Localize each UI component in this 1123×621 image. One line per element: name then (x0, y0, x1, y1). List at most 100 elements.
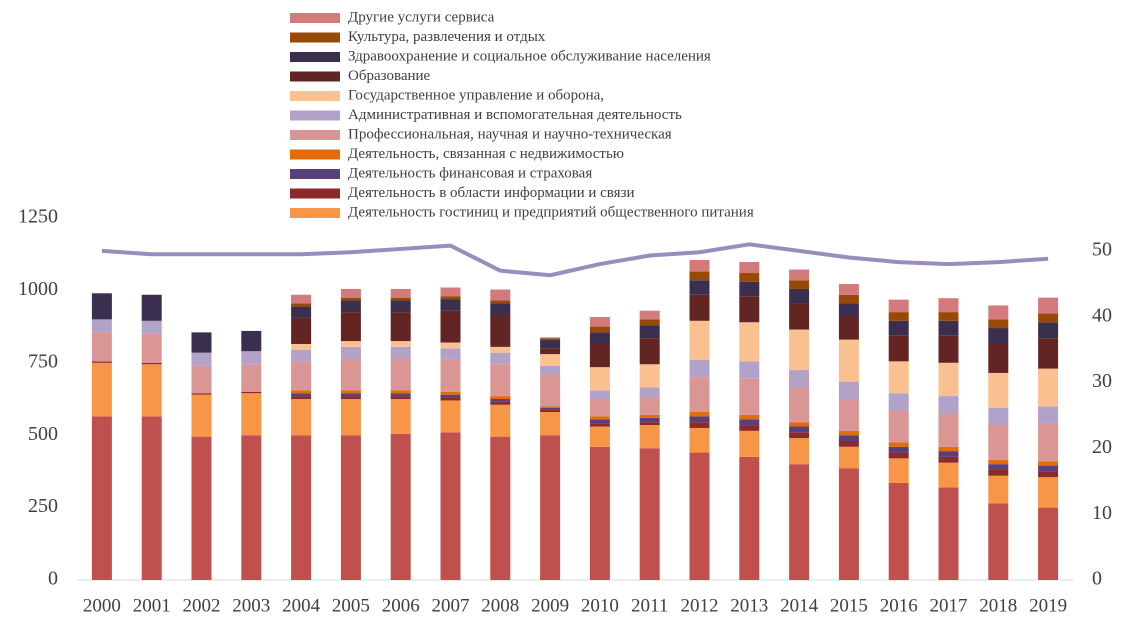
bar-segment (888, 361, 909, 394)
bar-segment (689, 359, 710, 378)
bar-segment (390, 312, 411, 342)
x-tick-label: 2014 (780, 595, 819, 616)
legend-swatch (290, 130, 340, 140)
y2-tick-label: 20 (1092, 436, 1112, 458)
bar-segment (440, 397, 461, 401)
bar-segment (838, 303, 859, 317)
bar-segment (838, 399, 859, 431)
bar-segment (91, 362, 112, 417)
bar-segment (390, 341, 411, 347)
legend-swatch (290, 52, 340, 62)
bar-segment (490, 303, 511, 316)
x-tick-label: 2011 (631, 595, 668, 616)
bar-segment (241, 393, 262, 436)
bar-segment (838, 381, 859, 399)
y2-tick-label: 30 (1092, 370, 1112, 392)
bar-segment (789, 432, 810, 439)
bar-segment (739, 322, 760, 362)
bar-segment (91, 332, 112, 362)
bar-segment (440, 359, 461, 392)
x-tick-label: 2017 (930, 595, 968, 616)
bar-segment (888, 312, 909, 321)
bar-segment (340, 399, 361, 436)
legend-label: Культура, развлечения и отдых (348, 29, 546, 45)
bar-segment (689, 377, 710, 413)
bar-segment (789, 438, 810, 465)
bar-segment (888, 458, 909, 483)
bar-segment (340, 346, 361, 359)
bar-segment (789, 387, 810, 423)
bar-segment (490, 315, 511, 347)
x-tick-label: 2012 (681, 595, 719, 616)
bar-segment (988, 328, 1009, 344)
bar-segment (888, 442, 909, 447)
bar-segment (91, 293, 112, 320)
bar-segment (191, 436, 212, 580)
bar-segment (938, 396, 959, 414)
bar-segment (291, 396, 312, 399)
y2-tick-label: 50 (1092, 239, 1112, 261)
bar-segment (540, 337, 561, 339)
bar-segment (888, 452, 909, 459)
bar-segment (888, 393, 909, 411)
bar-segment (540, 354, 561, 366)
legend-label: Деятельность, связанная с недвижимостью (348, 146, 624, 162)
bar-segment (838, 446, 859, 469)
bar-segment (639, 397, 660, 415)
x-tick-label: 2001 (133, 595, 171, 616)
legend-swatch (290, 32, 340, 43)
bar-segment (540, 365, 561, 375)
bar-segment (390, 288, 411, 298)
bar-segment (938, 462, 959, 488)
bar-segment (988, 305, 1009, 320)
bar-segment (739, 361, 760, 379)
bar-segment (191, 393, 212, 395)
legend-label: Профессиональная, научная и научно-техни… (348, 126, 672, 142)
bar-segment (938, 362, 959, 397)
bar-segment (639, 422, 660, 426)
legend-swatch (290, 149, 340, 160)
bar-segment (888, 299, 909, 313)
bar-segment (739, 419, 760, 426)
bar-segment (241, 435, 262, 580)
legend-label: Государственное управление и оборона, (348, 87, 604, 103)
bar-segment (340, 300, 361, 313)
bar-segment (440, 400, 461, 433)
bar-segment (739, 456, 760, 580)
bar-segment (440, 287, 461, 297)
legend-label: Деятельность финансовая и страховая (348, 165, 592, 181)
bar-segment (91, 416, 112, 580)
bar-segment (739, 281, 760, 297)
bar-segment (1038, 322, 1059, 339)
x-tick-label: 2018 (979, 595, 1017, 616)
bar-segment (291, 303, 312, 307)
bar-segment (440, 299, 461, 311)
bar-segment (589, 332, 610, 344)
bar-segment (1038, 297, 1059, 314)
bar-segment (639, 319, 660, 326)
bar-segment (589, 426, 610, 447)
bar-segment (639, 417, 660, 423)
bar-segment (390, 358, 411, 391)
bar-segment (689, 452, 710, 580)
legend-label: Деятельность в области информации и связ… (348, 185, 635, 201)
bar-segment (589, 446, 610, 580)
bar-segment (540, 435, 561, 580)
x-tick-label: 2013 (730, 595, 768, 616)
bar-segment (938, 312, 959, 321)
legend-label: Другие услуги сервиса (348, 9, 495, 25)
x-tick-label: 2009 (531, 595, 569, 616)
bar-segment (191, 352, 212, 366)
bar-segment (589, 416, 610, 420)
bar-segment (739, 414, 760, 420)
bar-segment (639, 364, 660, 388)
bar-segment (838, 316, 859, 340)
x-tick-label: 2015 (830, 595, 868, 616)
bar-segment (988, 425, 1009, 460)
bar-segment (689, 259, 710, 272)
bar-segment (1038, 423, 1059, 462)
bar-segment (440, 310, 461, 343)
bar-segment (390, 297, 411, 301)
bar-segment (340, 393, 361, 397)
